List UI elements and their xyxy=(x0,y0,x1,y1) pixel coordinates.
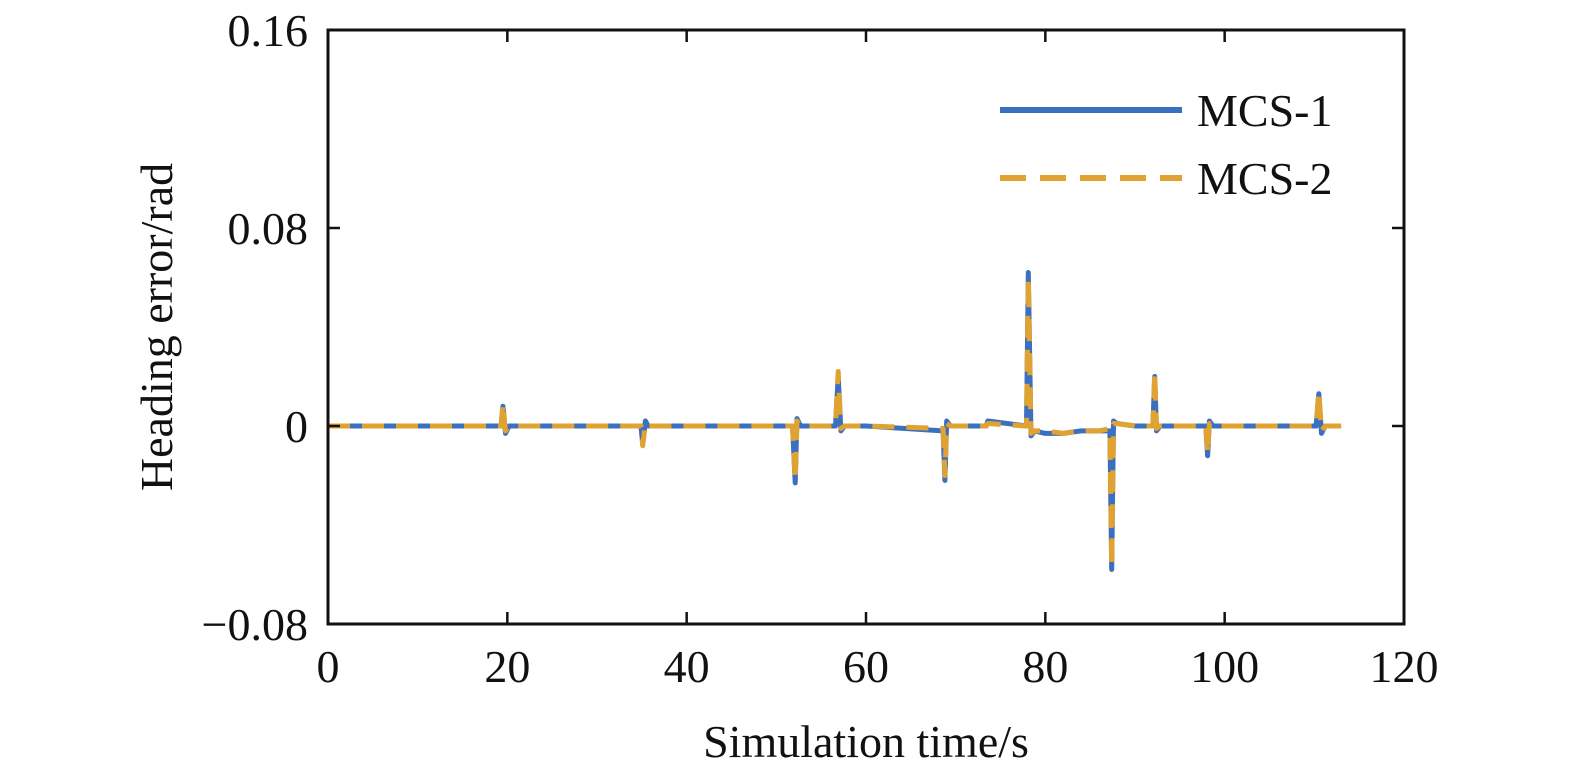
y-tick-label: 0.08 xyxy=(228,203,309,254)
y-axis-label: Heading error/rad xyxy=(131,163,182,491)
x-tick-label: 120 xyxy=(1370,641,1439,692)
x-tick-label: 0 xyxy=(317,641,340,692)
y-axis-ticks: −0.08 0 0.08 0.16 xyxy=(202,5,1404,650)
x-tick-label: 40 xyxy=(664,641,710,692)
x-tick-label: 60 xyxy=(843,641,889,692)
series-line-mcs-1 xyxy=(328,270,1337,572)
x-axis-label: Simulation time/s xyxy=(703,716,1029,767)
x-tick-label: 20 xyxy=(484,641,530,692)
legend-label-mcs-2: MCS-2 xyxy=(1197,153,1332,204)
x-tick-label: 80 xyxy=(1022,641,1068,692)
legend-label-mcs-1: MCS-1 xyxy=(1197,85,1332,136)
x-tick-label: 100 xyxy=(1190,641,1259,692)
y-tick-label: 0 xyxy=(285,401,308,452)
x-axis-ticks: 0 20 40 60 80 100 120 xyxy=(317,30,1439,692)
y-tick-label: 0.16 xyxy=(228,5,309,56)
series-line-mcs-2 xyxy=(328,275,1342,570)
series-layer xyxy=(328,270,1342,572)
legend: MCS-1 MCS-2 xyxy=(1000,85,1332,204)
y-tick-label: −0.08 xyxy=(202,599,308,650)
